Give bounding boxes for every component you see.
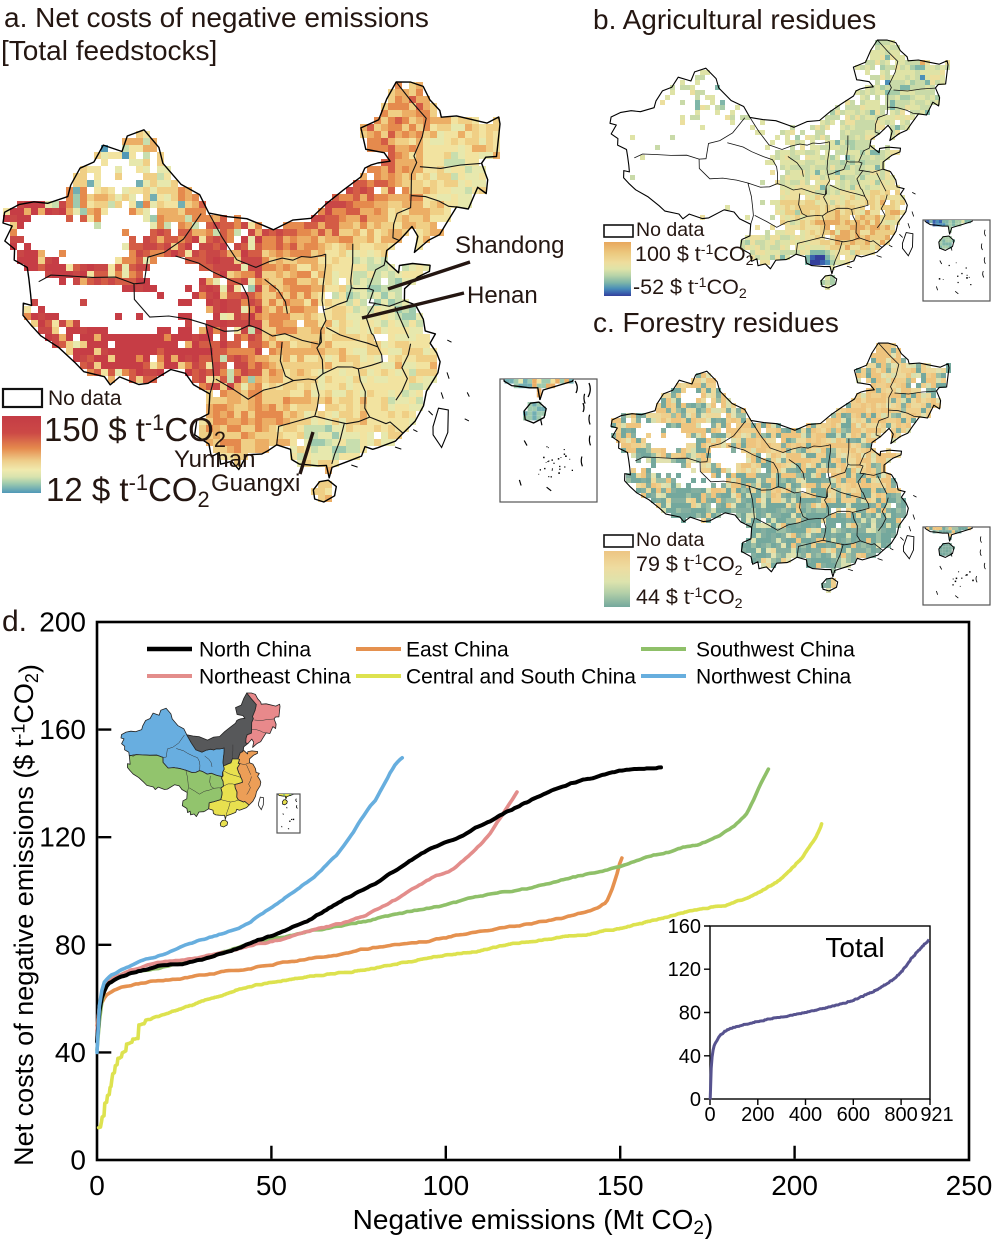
svg-text:150 $ t-1CO2: 150 $ t-1CO2 (44, 410, 226, 452)
svg-text:No data: No data (636, 529, 704, 551)
svg-text:Central and South China: Central and South China (406, 666, 636, 689)
svg-text:40: 40 (55, 1037, 86, 1068)
svg-text:Northwest China: Northwest China (696, 666, 852, 689)
svg-text:400: 400 (789, 1104, 822, 1126)
svg-text:b. Agricultural residues: b. Agricultural residues (593, 4, 876, 35)
svg-text:160: 160 (39, 714, 86, 745)
svg-text:150: 150 (597, 1170, 644, 1201)
svg-text:12 $ t-1CO2: 12 $ t-1CO2 (46, 470, 210, 512)
svg-text:No data: No data (48, 387, 122, 410)
svg-text:80: 80 (55, 929, 86, 960)
svg-text:50: 50 (256, 1170, 287, 1201)
svg-text:80: 80 (679, 1003, 701, 1025)
svg-text:d.: d. (2, 605, 27, 638)
svg-text:Henan: Henan (467, 282, 538, 309)
svg-text:Total: Total (825, 932, 884, 963)
svg-text:250: 250 (946, 1170, 993, 1201)
svg-text:0: 0 (89, 1170, 105, 1201)
svg-text:0: 0 (690, 1089, 701, 1111)
svg-text:East China: East China (406, 639, 509, 662)
svg-text:Guangxi: Guangxi (211, 470, 300, 497)
svg-text:0: 0 (704, 1104, 715, 1126)
svg-text:0: 0 (70, 1145, 86, 1176)
svg-text:160: 160 (668, 916, 701, 938)
svg-text:800: 800 (884, 1104, 917, 1126)
svg-text:120: 120 (39, 822, 86, 853)
svg-text:Northeast China: Northeast China (199, 666, 351, 689)
svg-text:[Total feedstocks]: [Total feedstocks] (1, 35, 217, 66)
svg-text:Negative emissions (Mt CO2): Negative emissions (Mt CO2) (353, 1204, 714, 1239)
svg-text:No data: No data (636, 219, 704, 241)
svg-text:Shandong: Shandong (455, 232, 564, 259)
svg-text:44 $ t-1CO2: 44 $ t-1CO2 (636, 585, 743, 612)
svg-text:120: 120 (668, 959, 701, 981)
svg-text:200: 200 (39, 607, 86, 638)
svg-text:-52 $ t-1CO2: -52 $ t-1CO2 (633, 275, 747, 302)
svg-text:79 $ t-1CO2: 79 $ t-1CO2 (636, 552, 743, 579)
svg-text:100 $ t-1CO2: 100 $ t-1CO2 (635, 242, 754, 269)
svg-text:200: 200 (741, 1104, 774, 1126)
svg-text:921: 921 (920, 1104, 953, 1126)
svg-text:100: 100 (422, 1170, 469, 1201)
svg-text:200: 200 (771, 1170, 818, 1201)
svg-text:Yunnan: Yunnan (174, 446, 255, 473)
svg-text:Net costs of negative emission: Net costs of negative emissions ($ t-1CO… (9, 664, 45, 1166)
svg-text:c. Forestry residues: c. Forestry residues (593, 307, 839, 338)
svg-text:a. Net costs of negative emiss: a. Net costs of negative emissions (4, 2, 429, 33)
svg-text:Southwest China: Southwest China (696, 639, 855, 662)
svg-text:North China: North China (199, 639, 311, 662)
svg-text:600: 600 (837, 1104, 870, 1126)
svg-text:40: 40 (679, 1046, 701, 1068)
